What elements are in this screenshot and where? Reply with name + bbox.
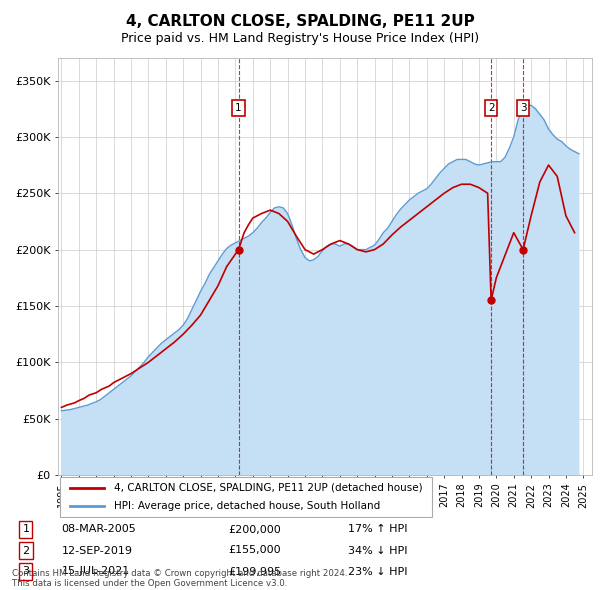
Text: HPI: Average price, detached house, South Holland: HPI: Average price, detached house, Sout… [114, 502, 380, 512]
Text: 1: 1 [22, 525, 29, 535]
Text: 12-SEP-2019: 12-SEP-2019 [62, 546, 133, 556]
Text: 3: 3 [22, 566, 29, 576]
Text: Contains HM Land Registry data © Crown copyright and database right 2024.
This d: Contains HM Land Registry data © Crown c… [12, 569, 347, 588]
Text: 23% ↓ HPI: 23% ↓ HPI [347, 566, 407, 576]
Text: 08-MAR-2005: 08-MAR-2005 [62, 525, 136, 535]
Text: £199,995: £199,995 [229, 566, 281, 576]
Text: 2: 2 [488, 103, 494, 113]
Text: 2: 2 [22, 546, 29, 556]
Text: Price paid vs. HM Land Registry's House Price Index (HPI): Price paid vs. HM Land Registry's House … [121, 32, 479, 45]
Text: 1: 1 [235, 103, 242, 113]
Text: £200,000: £200,000 [229, 525, 281, 535]
Text: 17% ↑ HPI: 17% ↑ HPI [347, 525, 407, 535]
Text: 15-JUL-2021: 15-JUL-2021 [62, 566, 130, 576]
Text: 3: 3 [520, 103, 526, 113]
FancyBboxPatch shape [60, 477, 432, 517]
Text: £155,000: £155,000 [229, 546, 281, 556]
Text: 4, CARLTON CLOSE, SPALDING, PE11 2UP (detached house): 4, CARLTON CLOSE, SPALDING, PE11 2UP (de… [114, 483, 422, 493]
Text: 34% ↓ HPI: 34% ↓ HPI [347, 546, 407, 556]
Text: 4, CARLTON CLOSE, SPALDING, PE11 2UP: 4, CARLTON CLOSE, SPALDING, PE11 2UP [125, 14, 475, 29]
